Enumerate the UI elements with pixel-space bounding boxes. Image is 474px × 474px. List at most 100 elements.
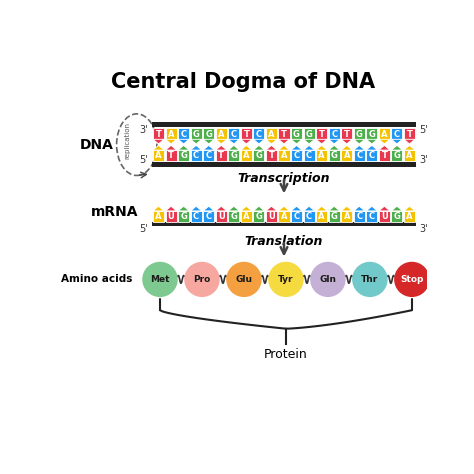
Polygon shape bbox=[191, 206, 202, 211]
Text: A: A bbox=[406, 152, 413, 161]
Text: C: C bbox=[193, 212, 199, 221]
Polygon shape bbox=[153, 150, 164, 161]
Text: T: T bbox=[244, 130, 249, 139]
Text: U: U bbox=[168, 212, 174, 221]
Polygon shape bbox=[279, 128, 290, 139]
Polygon shape bbox=[279, 139, 290, 144]
Polygon shape bbox=[153, 139, 164, 144]
Polygon shape bbox=[328, 150, 340, 161]
Text: A: A bbox=[281, 212, 287, 221]
Polygon shape bbox=[153, 206, 164, 211]
Polygon shape bbox=[392, 206, 402, 211]
Text: G: G bbox=[331, 212, 337, 221]
Text: C: C bbox=[193, 152, 199, 161]
Text: T: T bbox=[382, 152, 387, 161]
Polygon shape bbox=[316, 139, 327, 144]
Polygon shape bbox=[254, 146, 264, 150]
Polygon shape bbox=[316, 128, 327, 139]
Circle shape bbox=[143, 263, 177, 296]
Polygon shape bbox=[303, 211, 315, 222]
Text: G: G bbox=[193, 130, 200, 139]
Text: T: T bbox=[407, 130, 412, 139]
Polygon shape bbox=[216, 206, 227, 211]
Polygon shape bbox=[328, 139, 340, 144]
Text: Pro: Pro bbox=[193, 275, 210, 284]
Text: T: T bbox=[219, 152, 224, 161]
Polygon shape bbox=[254, 128, 264, 139]
Circle shape bbox=[395, 263, 429, 296]
Polygon shape bbox=[404, 211, 415, 222]
Polygon shape bbox=[191, 150, 202, 161]
Text: G: G bbox=[356, 130, 363, 139]
Text: A: A bbox=[281, 152, 287, 161]
Polygon shape bbox=[191, 139, 202, 144]
Polygon shape bbox=[165, 150, 177, 161]
Polygon shape bbox=[341, 206, 352, 211]
Text: 5': 5' bbox=[140, 224, 148, 234]
Bar bbox=[152, 222, 416, 226]
Polygon shape bbox=[366, 146, 377, 150]
Text: Translation: Translation bbox=[245, 235, 323, 248]
Text: Met: Met bbox=[150, 275, 170, 284]
Polygon shape bbox=[392, 146, 402, 150]
Text: A: A bbox=[168, 130, 174, 139]
Text: U: U bbox=[268, 212, 275, 221]
Text: A: A bbox=[218, 130, 225, 139]
Polygon shape bbox=[216, 211, 227, 222]
Polygon shape bbox=[366, 139, 377, 144]
Polygon shape bbox=[379, 128, 390, 139]
Polygon shape bbox=[354, 128, 365, 139]
Polygon shape bbox=[228, 211, 239, 222]
Polygon shape bbox=[379, 146, 390, 150]
Polygon shape bbox=[379, 206, 390, 211]
Polygon shape bbox=[341, 139, 352, 144]
Text: G: G bbox=[393, 212, 401, 221]
Polygon shape bbox=[366, 211, 377, 222]
Text: 3': 3' bbox=[419, 224, 428, 234]
Text: G: G bbox=[306, 130, 312, 139]
Polygon shape bbox=[303, 146, 315, 150]
Circle shape bbox=[311, 263, 345, 296]
Polygon shape bbox=[203, 206, 214, 211]
Polygon shape bbox=[266, 139, 277, 144]
Polygon shape bbox=[366, 150, 377, 161]
Text: T: T bbox=[344, 130, 350, 139]
Polygon shape bbox=[254, 211, 264, 222]
Circle shape bbox=[227, 263, 261, 296]
Text: C: C bbox=[369, 152, 375, 161]
Polygon shape bbox=[291, 206, 302, 211]
Polygon shape bbox=[392, 211, 402, 222]
Polygon shape bbox=[241, 139, 252, 144]
Text: A: A bbox=[344, 212, 350, 221]
Text: A: A bbox=[319, 152, 325, 161]
Text: T: T bbox=[281, 130, 287, 139]
Polygon shape bbox=[254, 139, 264, 144]
Text: C: C bbox=[331, 130, 337, 139]
Bar bbox=[152, 163, 416, 167]
Polygon shape bbox=[191, 146, 202, 150]
Polygon shape bbox=[328, 211, 340, 222]
Text: A: A bbox=[155, 212, 162, 221]
Polygon shape bbox=[279, 150, 290, 161]
Polygon shape bbox=[241, 211, 252, 222]
Polygon shape bbox=[228, 139, 239, 144]
Text: A: A bbox=[243, 212, 250, 221]
Polygon shape bbox=[266, 146, 277, 150]
Polygon shape bbox=[379, 150, 390, 161]
Polygon shape bbox=[279, 206, 290, 211]
Polygon shape bbox=[316, 150, 327, 161]
Polygon shape bbox=[216, 128, 227, 139]
Polygon shape bbox=[404, 206, 415, 211]
Text: Amino acids: Amino acids bbox=[61, 274, 132, 284]
Text: Tyr: Tyr bbox=[278, 275, 294, 284]
Bar bbox=[152, 122, 416, 127]
Polygon shape bbox=[178, 139, 189, 144]
Polygon shape bbox=[153, 146, 164, 150]
Polygon shape bbox=[354, 206, 365, 211]
Text: G: G bbox=[331, 152, 337, 161]
Polygon shape bbox=[316, 206, 327, 211]
Polygon shape bbox=[392, 150, 402, 161]
Circle shape bbox=[185, 263, 219, 296]
Text: A: A bbox=[243, 152, 250, 161]
Text: 3': 3' bbox=[419, 155, 428, 164]
